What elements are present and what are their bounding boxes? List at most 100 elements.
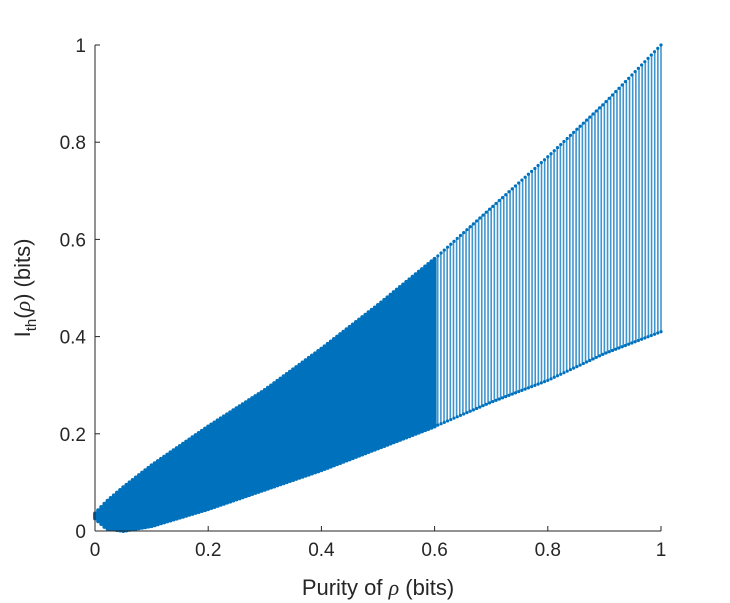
data-point [568, 133, 573, 137]
x-tick-label: 0.4 [308, 540, 335, 561]
x-axis-label-suffix: (bits) [399, 575, 454, 600]
data-point [523, 175, 527, 179]
data-point [468, 225, 472, 229]
axes [94, 45, 661, 532]
x-axis-label: Purity of ρ (bits) [302, 575, 454, 600]
data-point [594, 109, 598, 113]
scatter-points [93, 43, 663, 533]
data-point [620, 345, 624, 349]
y-axis-label-main: I [10, 331, 35, 337]
data-point [585, 118, 589, 122]
data-point [478, 405, 482, 409]
data-point [481, 213, 485, 217]
data-point [497, 397, 501, 401]
y-axis-label-close-paren: ) [10, 294, 35, 301]
data-point [465, 411, 469, 415]
data-point [597, 106, 602, 110]
data-point [507, 190, 511, 194]
data-point [510, 392, 514, 396]
data-point [610, 348, 615, 353]
data-point [656, 331, 660, 335]
data-point [536, 163, 540, 168]
data-point [643, 60, 647, 64]
y-tick-label: 0.2 [60, 425, 86, 446]
y-axis-label-suffix: (bits) [10, 239, 35, 294]
data-point [491, 204, 495, 208]
data-point [633, 70, 637, 74]
data-point [517, 389, 521, 394]
data-point [462, 230, 466, 235]
data-point [442, 248, 446, 252]
data-point [510, 187, 514, 191]
data-point [484, 402, 488, 406]
data-point [546, 155, 550, 159]
y-axis-label: Ith(ρ) (bits) [10, 239, 40, 338]
data-point [620, 83, 624, 87]
data-point [633, 340, 637, 344]
y-tick-label: 0.8 [60, 133, 86, 154]
data-point [478, 216, 482, 220]
data-point [471, 408, 476, 412]
data-point [601, 352, 605, 356]
data-point [549, 377, 553, 381]
data-point [475, 219, 479, 223]
data-point [568, 368, 573, 372]
y-ticks: 0 0.2 0.4 0.6 0.8 1 [60, 36, 100, 543]
data-point [500, 196, 505, 200]
data-point [578, 124, 582, 128]
data-point [497, 198, 501, 203]
x-axis-label-prefix: Purity of [302, 575, 389, 600]
data-point [530, 384, 534, 389]
data-point [455, 415, 459, 419]
y-axis-label-symbol: ρ [10, 301, 35, 313]
data-point [585, 360, 589, 364]
data-point [607, 96, 611, 100]
data-point [504, 394, 508, 399]
data-point [588, 115, 592, 119]
data-point [572, 130, 576, 134]
data-point [623, 80, 628, 84]
data-point [649, 333, 653, 338]
data-point [581, 361, 585, 366]
data-point [578, 363, 582, 367]
data-point [549, 152, 553, 156]
data-point [607, 350, 611, 354]
data-point [520, 388, 524, 392]
data-point [575, 127, 579, 131]
data-point [575, 364, 579, 369]
data-point [601, 103, 605, 107]
data-point [484, 210, 488, 214]
data-point [504, 193, 508, 197]
data-point [458, 233, 463, 238]
data-point [659, 330, 663, 334]
data-point [465, 228, 469, 232]
data-point [565, 136, 569, 141]
data-point [546, 378, 550, 382]
data-point [636, 66, 640, 70]
y-tick-label: 0.4 [60, 328, 87, 349]
data-point [555, 146, 560, 150]
data-point [623, 343, 628, 348]
data-point [581, 121, 585, 125]
data-point [433, 257, 437, 261]
x-tick-label: 1 [656, 540, 667, 561]
data-point [445, 419, 450, 423]
y-tick-label: 1 [75, 36, 86, 57]
data-point [552, 375, 556, 379]
data-point [533, 383, 537, 387]
data-point [572, 366, 576, 370]
data-point [475, 406, 479, 411]
data-point [639, 337, 644, 341]
x-tick-label: 0.8 [535, 540, 561, 561]
data-point [442, 420, 446, 424]
data-point [652, 332, 657, 336]
data-point [646, 56, 650, 60]
data-point [614, 90, 618, 94]
y-tick-label: 0 [75, 522, 86, 543]
data-point [494, 201, 498, 206]
data-point [559, 142, 563, 147]
data-point [445, 245, 450, 249]
data-point [630, 341, 634, 345]
data-point [436, 254, 440, 258]
